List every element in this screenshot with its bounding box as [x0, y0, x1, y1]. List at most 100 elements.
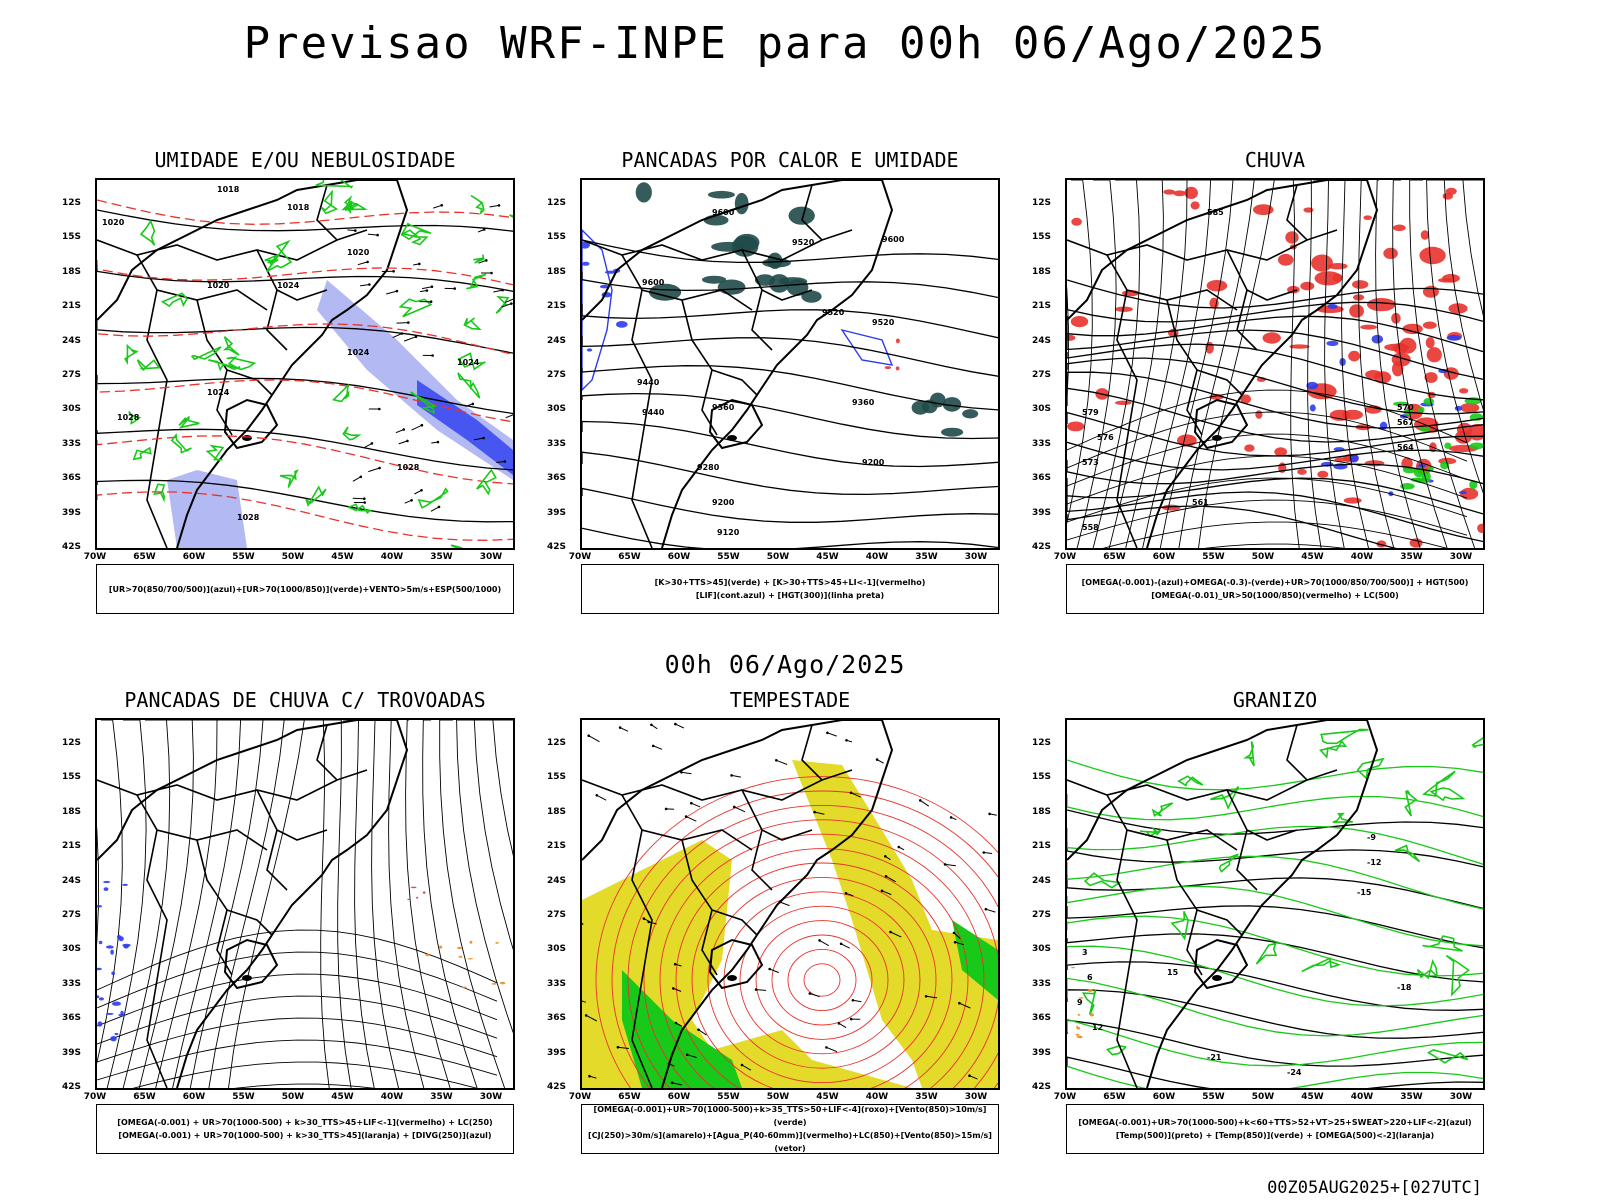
- low-level-humidity: [226, 356, 257, 371]
- longitude-tick-label: 55W: [232, 552, 255, 562]
- map-frame[interactable]: [95, 718, 515, 1090]
- hgt-300-contour: [582, 420, 998, 468]
- streamline-500: [1462, 180, 1483, 317]
- convective-area: [462, 986, 467, 989]
- divergence-area: [98, 997, 104, 1001]
- streamline-250: [343, 720, 375, 1088]
- wind-vector-head: [420, 489, 423, 492]
- wind-vector-850: [840, 943, 850, 949]
- latitude-tick-label: 15S: [546, 232, 566, 243]
- map-svg: [582, 720, 998, 1088]
- temp-850-contour: [1426, 1049, 1469, 1064]
- contour-label: 9360: [852, 398, 875, 407]
- streamline-850: [691, 862, 953, 1088]
- rain-area: [1297, 468, 1307, 475]
- longitude-tick-label: 50W: [281, 1092, 305, 1102]
- wind-vector-850: [698, 1029, 707, 1036]
- uruguay-border: [223, 938, 279, 990]
- wind-vector-head: [418, 262, 421, 266]
- instability-area: [702, 275, 727, 284]
- wind-vector-850-head: [733, 805, 736, 809]
- wind-vector: [347, 229, 356, 232]
- map-frame[interactable]: 585 579 576 573 570 567 564 561 558: [1065, 178, 1485, 550]
- country-border: [582, 779, 823, 801]
- map-frame[interactable]: -9 -12 -15 -18 -21 -24 3 6 9 12 15: [1065, 718, 1485, 1090]
- rain-area: [1424, 372, 1438, 383]
- map-frame[interactable]: 1018 1018 1020 1020 1020 1024 1024 1024 1024 1028…: [95, 178, 515, 550]
- latitude-tick-label: 24S: [546, 875, 566, 886]
- rain-area: [1425, 337, 1435, 349]
- divergence-area: [110, 949, 114, 955]
- wind-vector-850-head: [730, 774, 733, 777]
- streamline-250: [97, 951, 498, 1009]
- streamline-850: [739, 905, 905, 1055]
- wind-vector-850-head: [839, 942, 843, 946]
- wind-vector-850-head: [680, 771, 683, 774]
- temp-850-contour: [1067, 915, 1483, 977]
- wind-vector-head: [490, 271, 493, 275]
- wind-vector-850: [582, 1000, 587, 1003]
- hgt-500-contour: [1067, 460, 1483, 485]
- wind-vector: [367, 233, 378, 236]
- wind-vector: [398, 440, 408, 445]
- longitude-tick-label: 40W: [1350, 1092, 1374, 1102]
- coastline: [582, 180, 894, 548]
- contour-label: 1024: [207, 388, 230, 397]
- longitude-tick-label: 45W: [816, 1092, 839, 1102]
- wind-vector-850: [954, 941, 964, 946]
- wind-vector-head: [363, 501, 367, 504]
- streamline-850: [771, 934, 873, 1026]
- country-border: [631, 289, 653, 548]
- strong-instability: [895, 366, 900, 371]
- low-level-humidity: [400, 229, 429, 246]
- isobar: [97, 375, 513, 415]
- wind-vector-850-head: [889, 930, 892, 934]
- wind-vector: [478, 259, 487, 264]
- rain-area: [1311, 254, 1333, 272]
- temp-850-contour: [1067, 885, 1483, 947]
- streamline-500: [1076, 180, 1117, 548]
- omega-500-area: [1075, 1033, 1080, 1036]
- geography-layer: [582, 720, 894, 1088]
- streamline-250: [492, 720, 513, 857]
- contour-label: 558: [1082, 523, 1099, 532]
- country-border: [701, 369, 718, 436]
- temp-500-contour: [1067, 809, 1483, 835]
- streamline-500: [1313, 180, 1345, 548]
- streamline-500: [1426, 180, 1483, 494]
- temp-850-contour: [1404, 789, 1418, 817]
- strong-instability: [884, 366, 892, 370]
- longitude-tick-label: 70W: [568, 1092, 592, 1102]
- strong-omega-area: [1418, 406, 1425, 413]
- wind-vector-850: [890, 931, 902, 938]
- longitude-tick-label: 45W: [1301, 1092, 1324, 1102]
- wind-vector-850: [675, 723, 685, 729]
- wind-vector: [433, 204, 442, 209]
- country-border: [1186, 909, 1203, 976]
- latitude-tick-label: 12S: [61, 198, 81, 208]
- streamline-500: [1125, 180, 1188, 548]
- divergence-area: [103, 880, 111, 884]
- map-frame[interactable]: [580, 718, 1000, 1090]
- country-border: [146, 829, 168, 1088]
- temp-850-contour: [1255, 942, 1278, 965]
- longitude-tick-label: 60W: [667, 1092, 691, 1102]
- streamline-500: [1067, 389, 1468, 451]
- map-frame[interactable]: 9600 9600 9600 9520 9520 9520 9440 9440 9360 9360…: [580, 178, 1000, 550]
- wind-vector-850-head: [740, 1063, 744, 1067]
- wind-vector-head: [437, 505, 441, 509]
- longitude-tick-label: 40W: [1350, 552, 1374, 562]
- country-border: [136, 794, 268, 851]
- latitude-tick-label: 18S: [61, 806, 81, 817]
- country-border: [1186, 369, 1203, 436]
- wind-vector-head: [429, 300, 433, 303]
- wind-vector-head: [363, 497, 366, 501]
- divergence-area: [98, 940, 103, 945]
- wind-vector-850: [687, 1054, 697, 1059]
- instability-area: [762, 258, 791, 268]
- omega-500-area: [1071, 966, 1075, 969]
- streamline-250: [155, 720, 218, 1088]
- divergence-area: [97, 995, 100, 999]
- contour-label: 3: [1082, 948, 1088, 957]
- latitude-tick-label: 42S: [61, 1082, 81, 1092]
